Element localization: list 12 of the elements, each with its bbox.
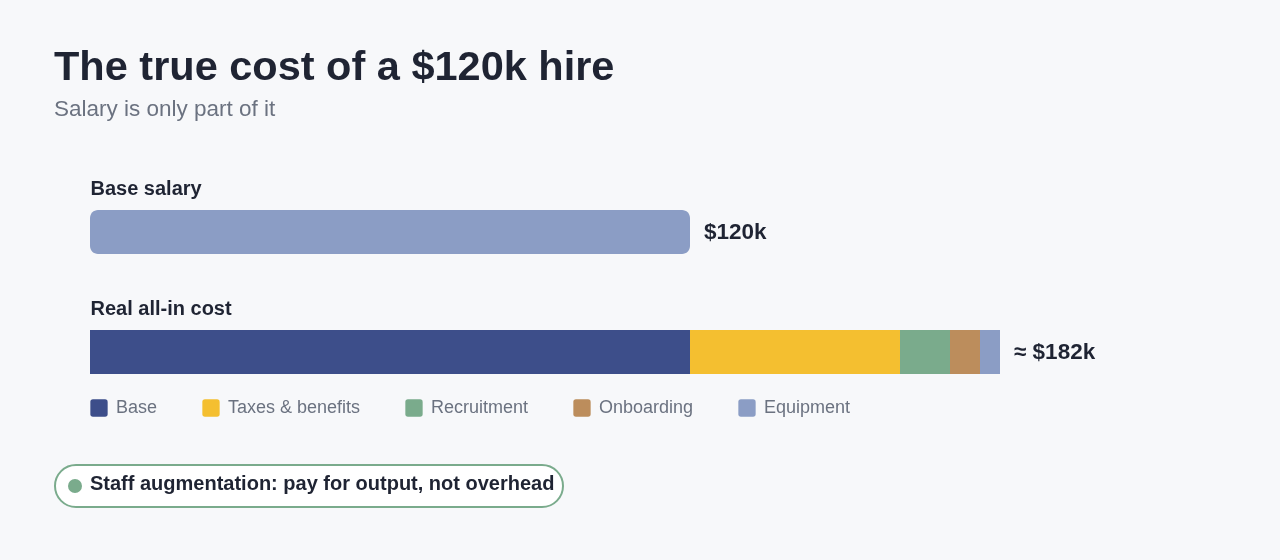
chart-title: The true cost of a $120k hire [54,41,615,89]
legend-label: Base [116,397,158,417]
legend-label: Recruitment [431,397,529,417]
legend-label: Onboarding [599,397,694,417]
legend-label: Taxes & benefits [228,397,361,417]
chart-subtitle: Salary is only part of it [54,96,277,121]
text: Staff augmentation: pay for output, not overhead [90,471,555,495]
y-tick-label: Real all-in cost [90,297,232,319]
y-tick-label: Base salary [90,177,203,199]
legend-label: Equipment [764,397,851,417]
data-label: $120k [704,219,768,244]
total-label: ≈ $182k [1014,339,1096,364]
